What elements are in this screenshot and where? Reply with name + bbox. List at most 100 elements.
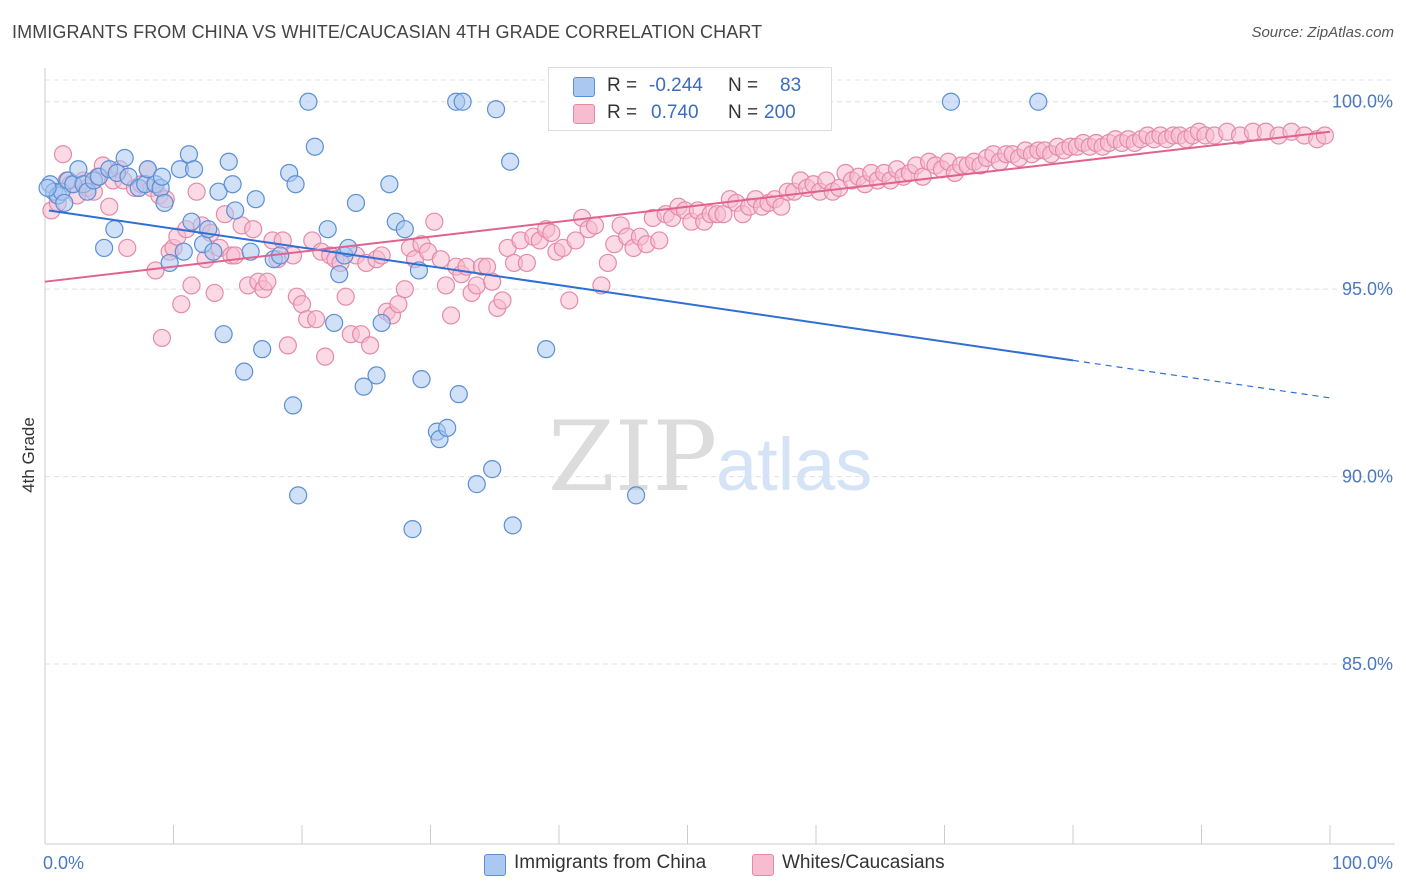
legend-swatch-white [573,104,595,124]
china-point [501,152,520,171]
china-point [626,486,646,505]
china-point [286,175,305,194]
legend-n-label: N = [728,75,759,96]
china-point [209,182,228,201]
white-point [483,272,502,291]
white-point [372,246,391,265]
china-point [115,148,134,168]
white-point [244,220,263,239]
china-point [483,460,502,479]
legend-r-value: -0.244 [649,75,703,96]
china-point [55,193,74,213]
china-point [226,201,245,220]
white-point [316,347,335,366]
china-point [155,193,174,213]
china-point [204,242,223,261]
legend-r-label: R = [607,75,638,96]
white-point [53,145,73,164]
white-point [542,223,561,243]
china-point [1029,92,1048,111]
china-point [38,178,57,198]
bottom-legend-label-white: Whites/Caucasians [782,852,945,873]
china-point [223,175,242,194]
white-point [1315,126,1334,145]
white-point [389,295,408,314]
y-tick-label: 85.0% [1342,654,1393,674]
white-point [714,205,733,224]
white-point [336,287,355,306]
china-point [105,220,124,239]
white-point [395,280,414,299]
y-tick-label: 90.0% [1342,467,1393,487]
china-point [354,377,373,396]
white-point [585,216,605,235]
y-axis-label: 4th Grade [19,417,38,493]
legend-r-label: R = [607,102,638,123]
white-point [598,253,617,273]
white-point [205,283,224,303]
white-point [172,295,191,314]
source-label: Source: ZipAtlas.com [1251,24,1394,41]
white-point [650,231,669,250]
white-point [566,231,585,250]
white-point [307,310,326,329]
chart-title: IMMIGRANTS FROM CHINA VS WHITE/CAUCASIAN… [12,22,763,42]
white-point [187,182,206,201]
china-point [318,220,337,239]
china-point [537,340,556,359]
legend-n-label: N = [728,102,759,123]
legend-swatch-china [573,77,595,97]
white-point [467,276,486,295]
series-points [38,92,1334,539]
x-tick-label: 0.0% [43,853,84,873]
x-tick-labels: 0.0% 100.0% [43,853,1393,873]
china-point [299,92,318,111]
china-point [449,385,468,404]
legend-n-value: 83 [780,75,802,96]
china-point [160,253,179,273]
white-point [431,250,450,269]
china-trend-line [48,209,1074,362]
china-point [372,313,391,333]
white-point [425,212,444,231]
china-point [184,160,204,179]
china-point [412,370,431,389]
china-point [219,152,238,171]
china-point [503,516,522,535]
china-point [289,486,308,505]
china-point [941,92,961,111]
china-point [152,167,172,186]
bottom-legend-swatch-white [752,854,774,876]
china-point [438,418,457,437]
trend-lines [44,130,1331,399]
y-tick-labels: 85.0% 90.0% 95.0% 100.0% [1332,92,1393,674]
china-point [367,366,386,385]
y-tick-label: 100.0% [1332,92,1393,112]
white-point [278,336,297,355]
white-point [517,253,536,273]
white-point [592,276,611,295]
china-point [119,167,138,186]
china-point [174,242,193,261]
china-point [325,313,344,333]
white-trend-line [44,130,1331,283]
china-point [182,212,201,231]
white-point [913,167,932,186]
axes [44,68,1395,845]
china-point [246,190,265,209]
china-trend-extension [1072,359,1331,399]
china-point [305,137,324,156]
watermark-atlas: atlas [716,423,872,506]
china-point [467,475,486,494]
white-point [493,291,512,310]
china-point [395,220,414,239]
china-point [486,100,506,119]
white-point [436,276,456,295]
white-point [441,306,461,325]
white-point [361,336,380,355]
china-point [253,340,272,359]
china-point [214,325,233,344]
legend: R = -0.244 N = 83 R = 0.740 N = 200 [548,67,832,131]
white-point [226,246,245,265]
